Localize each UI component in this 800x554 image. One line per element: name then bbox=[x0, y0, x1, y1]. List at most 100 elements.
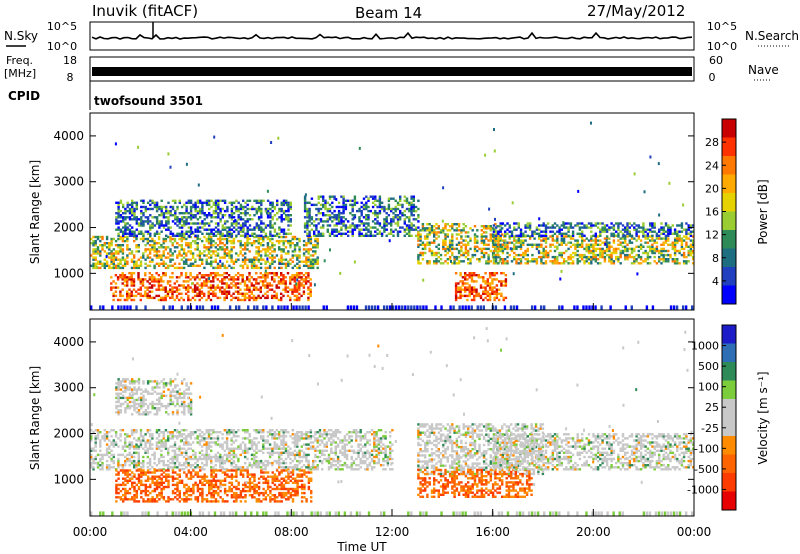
data-cell bbox=[304, 276, 308, 279]
data-cell bbox=[96, 464, 100, 467]
data-cell bbox=[394, 199, 397, 202]
data-cell bbox=[148, 250, 152, 253]
data-cell bbox=[676, 249, 679, 253]
data-cell bbox=[300, 282, 303, 285]
data-cell bbox=[280, 214, 283, 217]
data-cell bbox=[351, 228, 354, 231]
data-cell bbox=[528, 224, 532, 227]
data-cell bbox=[473, 233, 477, 236]
data-cell bbox=[207, 457, 211, 461]
data-cell bbox=[367, 214, 370, 217]
data-cell bbox=[306, 220, 309, 223]
data-cell bbox=[264, 262, 267, 265]
data-cell bbox=[144, 220, 147, 223]
data-cell bbox=[160, 212, 163, 215]
data-cell bbox=[117, 244, 120, 247]
data-cell bbox=[317, 212, 320, 215]
data-cell bbox=[421, 227, 425, 230]
data-cell bbox=[599, 234, 602, 237]
data-cell bbox=[482, 276, 485, 279]
data-cell bbox=[388, 305, 392, 311]
data-cell bbox=[371, 234, 375, 237]
data-cell bbox=[137, 453, 140, 457]
data-cell bbox=[230, 266, 233, 270]
data-cell bbox=[101, 235, 104, 239]
data-cell bbox=[396, 230, 400, 233]
data-cell bbox=[253, 226, 256, 229]
data-cell bbox=[551, 226, 554, 229]
data-cell bbox=[287, 218, 290, 221]
data-cell bbox=[244, 256, 247, 259]
data-cell bbox=[237, 218, 240, 221]
data-cell bbox=[430, 231, 434, 234]
data-cell bbox=[248, 280, 251, 283]
data-cell bbox=[578, 235, 582, 238]
data-cell bbox=[495, 284, 499, 287]
data-cell bbox=[547, 226, 550, 229]
data-cell bbox=[460, 253, 463, 257]
data-cell bbox=[528, 226, 532, 229]
data-cell bbox=[662, 243, 665, 246]
data-cell bbox=[673, 247, 677, 251]
data-cell bbox=[282, 201, 286, 204]
data-cell bbox=[126, 260, 129, 263]
data-cell bbox=[457, 262, 461, 265]
data-cell bbox=[92, 235, 95, 239]
data-cell bbox=[187, 246, 190, 249]
data-cell bbox=[646, 251, 650, 255]
data-cell bbox=[196, 286, 199, 289]
data-cell bbox=[178, 218, 181, 221]
data-cell bbox=[173, 466, 177, 469]
data-cell bbox=[270, 296, 274, 300]
data-cell bbox=[214, 212, 218, 215]
data-cell bbox=[130, 292, 133, 295]
data-cell bbox=[160, 256, 163, 259]
data-cell bbox=[524, 262, 527, 265]
data-cell bbox=[316, 511, 319, 517]
data-cell bbox=[167, 264, 170, 267]
data-cell bbox=[148, 439, 152, 442]
data-cell bbox=[689, 230, 693, 233]
data-cell bbox=[162, 435, 165, 438]
data-cell bbox=[201, 457, 204, 461]
data-cell bbox=[162, 242, 165, 245]
data-cell bbox=[280, 272, 283, 275]
data-cell bbox=[378, 224, 382, 227]
data-cell bbox=[585, 511, 588, 517]
data-cell bbox=[560, 224, 563, 227]
data-cell bbox=[115, 216, 118, 219]
data-cell bbox=[455, 255, 459, 259]
data-cell bbox=[337, 218, 341, 221]
data-cell bbox=[468, 284, 471, 287]
data-cell bbox=[130, 294, 133, 298]
data-cell bbox=[219, 259, 222, 263]
data-cell bbox=[515, 258, 518, 261]
data-cell bbox=[130, 290, 133, 293]
data-cell bbox=[337, 216, 341, 219]
nave-tick-bottom: 0 bbox=[709, 71, 716, 84]
data-cell bbox=[205, 455, 208, 459]
data-cell bbox=[132, 272, 136, 275]
data-cell bbox=[371, 220, 375, 223]
data-cell bbox=[307, 296, 310, 300]
data-cell bbox=[232, 239, 236, 243]
data-cell bbox=[242, 212, 245, 215]
data-cell bbox=[671, 232, 674, 235]
data-cell bbox=[126, 433, 129, 436]
data-cell bbox=[499, 249, 502, 253]
data-cell bbox=[180, 266, 183, 270]
data-cell bbox=[302, 284, 306, 287]
data-cell bbox=[527, 511, 531, 517]
data-cell bbox=[148, 252, 152, 255]
data-cell bbox=[621, 251, 625, 255]
data-cell bbox=[308, 218, 311, 221]
data-cell bbox=[284, 284, 287, 287]
data-cell bbox=[374, 234, 377, 237]
data-cell bbox=[486, 290, 489, 293]
data-cell bbox=[160, 459, 163, 463]
data-cell bbox=[479, 294, 483, 298]
data-cell bbox=[119, 435, 122, 438]
data-cell bbox=[567, 234, 570, 237]
data-cell bbox=[271, 258, 274, 261]
data-cell bbox=[560, 262, 563, 265]
